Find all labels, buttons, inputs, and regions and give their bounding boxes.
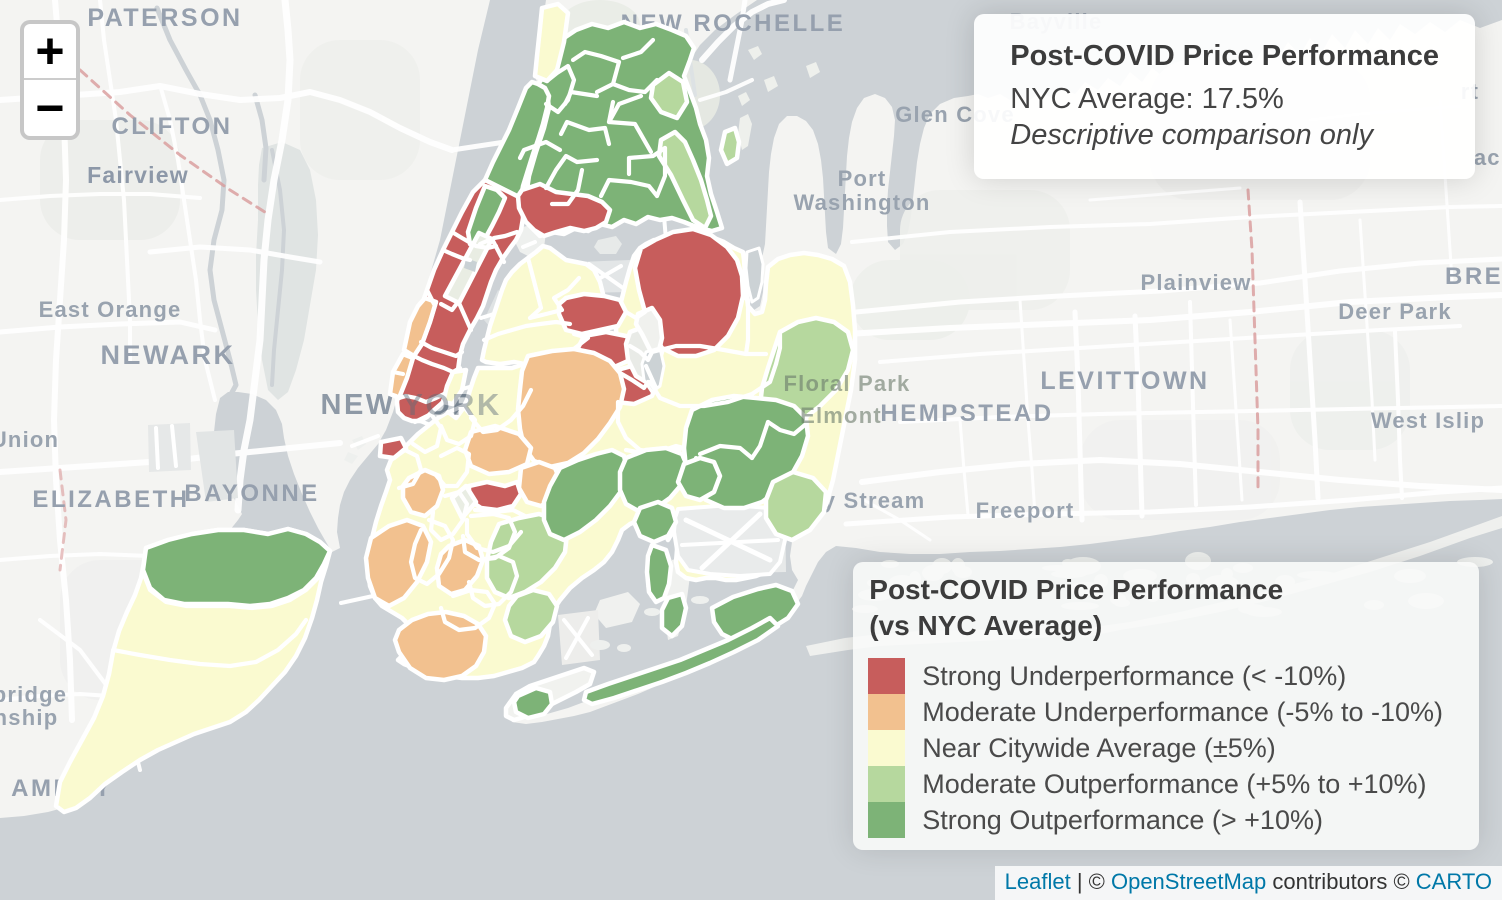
svg-text:YORK: YORK	[402, 387, 502, 422]
svg-text:East Orange: East Orange	[39, 297, 182, 322]
svg-text:Port: Port	[838, 166, 887, 191]
svg-text:HEMPSTEAD: HEMPSTEAD	[880, 400, 1053, 427]
svg-text:Deer Park: Deer Park	[1338, 299, 1452, 324]
svg-text:Elmont: Elmont	[800, 403, 882, 428]
svg-text:nship: nship	[0, 705, 58, 730]
svg-text:ack: ack	[1474, 145, 1502, 170]
svg-text:West Islip: West Islip	[1371, 408, 1485, 433]
svg-text:PATERSON: PATERSON	[87, 4, 242, 32]
svg-text:Plainview: Plainview	[1140, 270, 1251, 295]
svg-text:ELIZABETH: ELIZABETH	[32, 486, 189, 513]
svg-text:Floral Park: Floral Park	[784, 371, 911, 396]
svg-text:NEWARK: NEWARK	[101, 340, 236, 370]
svg-text:Washington: Washington	[793, 190, 930, 215]
svg-text:LEVITTOWN: LEVITTOWN	[1040, 367, 1209, 395]
svg-text:CLIFTON: CLIFTON	[111, 113, 232, 140]
svg-text:Fairview: Fairview	[87, 162, 189, 188]
svg-text:Freeport: Freeport	[976, 498, 1075, 523]
svg-text:BREN: BREN	[1445, 263, 1502, 290]
svg-text:BAYONNE: BAYONNE	[184, 480, 319, 507]
svg-text:Union: Union	[0, 427, 59, 452]
svg-text:bridge: bridge	[0, 682, 67, 707]
